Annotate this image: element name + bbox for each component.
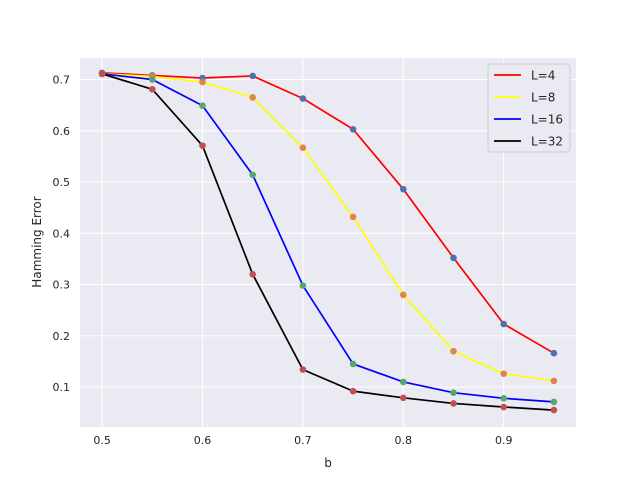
data-point-L=32 [199,142,206,149]
data-point-L=32 [550,406,558,414]
series-markers [98,69,558,414]
data-point-L=4 [400,185,407,193]
series-line-L=4 [102,72,555,354]
y-axis-label: Hamming Error [30,196,44,287]
data-point-L=8 [249,94,256,101]
data-point-L=4 [450,254,457,262]
data-point-L=4 [349,125,357,133]
y-tick-label: 0.5 [53,176,71,189]
data-point-L=16 [148,76,156,83]
x-tick-label: 0.7 [294,434,312,447]
legend-label-L=8: L=8 [531,91,555,105]
data-point-L=8 [550,377,558,385]
y-axis-ticks: 0.1 0.2 0.3 0.4 0.5 0.6 0.7 [53,74,71,394]
y-tick-label: 0.2 [53,330,71,343]
series-lines [101,72,555,411]
data-point-L=32 [299,366,307,373]
x-axis-label: b [324,456,332,470]
data-point-L=32 [450,400,457,407]
legend-box [487,63,571,153]
data-point-L=16 [500,395,508,402]
data-point-L=8 [400,291,407,299]
data-point-L=8 [299,144,307,151]
x-tick-label: 0.5 [93,434,111,447]
data-point-L=4 [550,349,558,357]
data-point-L=32 [500,403,508,411]
x-axis-ticks: 0.5 0.6 0.7 0.8 0.9 [93,434,512,447]
x-tick-label: 0.9 [495,434,513,447]
series-line-L=8 [102,73,555,382]
y-tick-label: 0.7 [53,74,71,87]
data-point-L=8 [349,213,357,221]
data-point-L=32 [98,70,106,78]
series-line-L=32 [101,73,554,411]
data-point-L=16 [349,360,357,368]
y-tick-label: 0.6 [53,125,71,138]
y-tick-label: 0.4 [53,227,71,240]
data-point-L=8 [450,347,457,355]
data-point-L=32 [148,85,156,93]
data-point-L=8 [500,370,508,378]
x-tick-label: 0.6 [194,434,212,447]
legend-label-L=4: L=4 [531,69,555,83]
data-point-L=16 [450,389,457,396]
legend: L=4 L=8 L=16 L=32 [487,63,571,153]
data-point-L=32 [400,394,407,402]
data-point-L=16 [249,171,256,179]
data-point-L=4 [500,320,508,328]
y-tick-label: 0.1 [53,381,71,394]
data-point-L=32 [249,270,256,278]
series-line-L=16 [101,73,554,403]
data-point-L=16 [199,102,206,109]
data-point-L=16 [400,378,407,386]
legend-label-L=16: L=16 [531,113,563,127]
data-point-L=8 [199,78,206,86]
data-point-L=16 [299,282,307,289]
data-point-L=16 [550,398,558,406]
x-tick-label: 0.8 [395,434,413,447]
data-point-L=4 [249,72,256,80]
y-tick-label: 0.3 [53,279,71,292]
data-point-L=4 [299,95,307,102]
legend-label-L=32: L=32 [531,135,563,149]
data-point-L=32 [349,387,357,395]
